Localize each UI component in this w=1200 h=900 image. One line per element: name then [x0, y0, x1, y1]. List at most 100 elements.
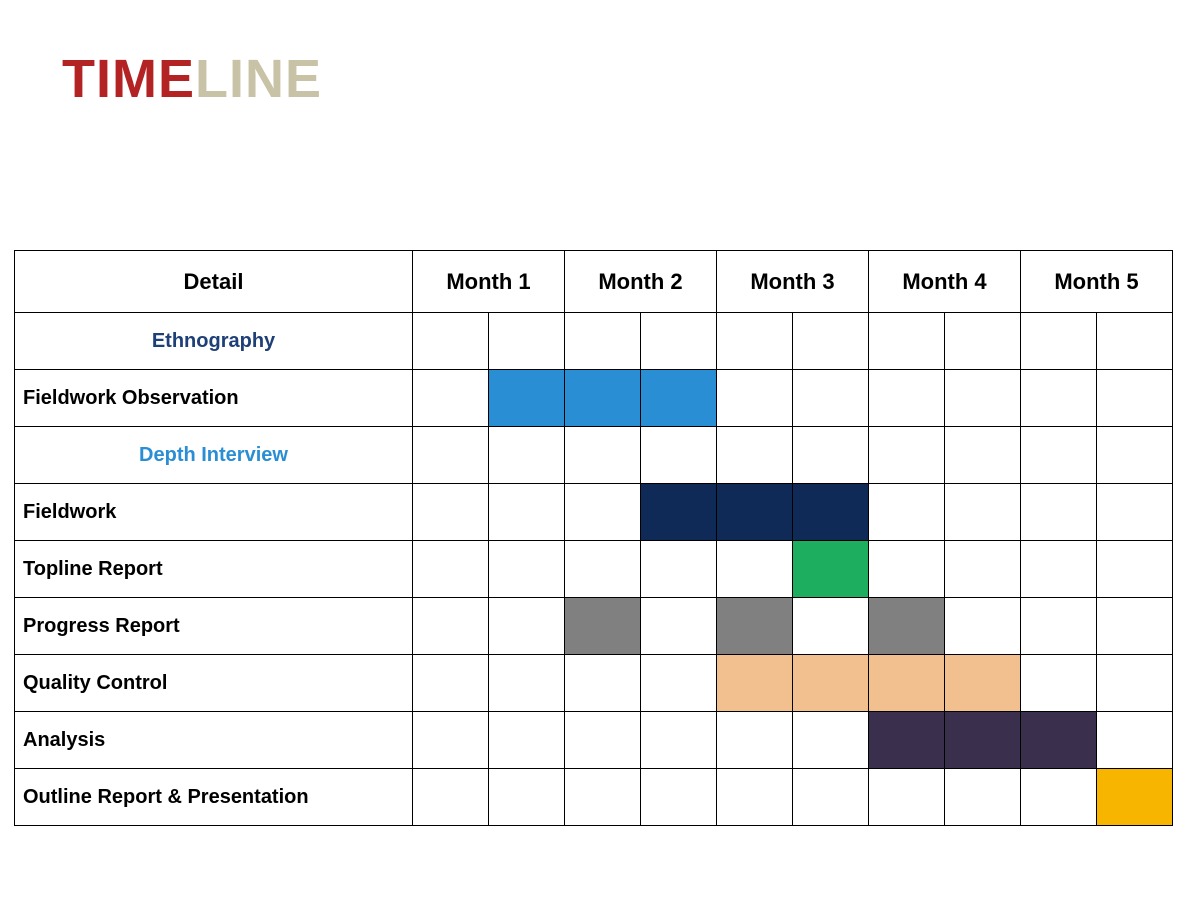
- gantt-cell: [793, 598, 869, 655]
- column-header-month: Month 5: [1021, 251, 1173, 313]
- gantt-bar-cell: [489, 370, 565, 427]
- gantt-cell: [413, 769, 489, 826]
- gantt-task-row: Fieldwork: [15, 484, 1173, 541]
- gantt-cell: [1021, 598, 1097, 655]
- gantt-task-row: Topline Report: [15, 541, 1173, 598]
- gantt-cell: [1097, 541, 1173, 598]
- gantt-task-row: Progress Report: [15, 598, 1173, 655]
- page-title: TIMELINE: [62, 48, 322, 110]
- gantt-cell: [565, 427, 641, 484]
- gantt-cell: [413, 541, 489, 598]
- gantt-cell: [945, 769, 1021, 826]
- section-label: Ethnography: [15, 313, 413, 370]
- task-label: Analysis: [15, 712, 413, 769]
- gantt-bar-cell: [793, 541, 869, 598]
- gantt-cell: [489, 712, 565, 769]
- gantt-cell: [641, 313, 717, 370]
- gantt-bar-cell: [641, 370, 717, 427]
- task-label: Topline Report: [15, 541, 413, 598]
- gantt-section-row: Ethnography: [15, 313, 1173, 370]
- gantt-cell: [793, 313, 869, 370]
- gantt-cell: [641, 541, 717, 598]
- gantt-bar-cell: [641, 484, 717, 541]
- gantt-cell: [717, 427, 793, 484]
- gantt-bar-cell: [565, 370, 641, 427]
- gantt-cell: [717, 313, 793, 370]
- gantt-cell: [489, 427, 565, 484]
- gantt-cell: [945, 598, 1021, 655]
- gantt-cell: [945, 313, 1021, 370]
- gantt-cell: [1021, 541, 1097, 598]
- gantt-cell: [869, 370, 945, 427]
- gantt-cell: [793, 427, 869, 484]
- gantt-cell: [641, 598, 717, 655]
- gantt-cell: [565, 655, 641, 712]
- gantt-cell: [1021, 769, 1097, 826]
- gantt-cell: [945, 370, 1021, 427]
- gantt-cell: [565, 313, 641, 370]
- gantt-cell: [489, 655, 565, 712]
- section-label: Depth Interview: [15, 427, 413, 484]
- gantt-cell: [1021, 427, 1097, 484]
- gantt-bar-cell: [565, 598, 641, 655]
- gantt-cell: [565, 484, 641, 541]
- task-label: Progress Report: [15, 598, 413, 655]
- gantt-cell: [413, 427, 489, 484]
- gantt-task-row: Fieldwork Observation: [15, 370, 1173, 427]
- gantt-bar-cell: [793, 655, 869, 712]
- gantt-cell: [1021, 370, 1097, 427]
- gantt-cell: [565, 712, 641, 769]
- gantt-bar-cell: [1097, 769, 1173, 826]
- gantt-cell: [869, 769, 945, 826]
- task-label: Fieldwork: [15, 484, 413, 541]
- title-part2: LINE: [195, 49, 322, 109]
- gantt-cell: [1097, 370, 1173, 427]
- gantt-task-row: Outline Report & Presentation: [15, 769, 1173, 826]
- gantt-bar-cell: [717, 598, 793, 655]
- gantt-cell: [793, 769, 869, 826]
- gantt-cell: [1097, 484, 1173, 541]
- column-header-month: Month 3: [717, 251, 869, 313]
- gantt-cell: [489, 541, 565, 598]
- gantt-cell: [1097, 313, 1173, 370]
- gantt-header: DetailMonth 1Month 2Month 3Month 4Month …: [15, 251, 1173, 313]
- gantt-cell: [1021, 484, 1097, 541]
- gantt-cell: [489, 484, 565, 541]
- gantt-bar-cell: [869, 712, 945, 769]
- column-header-month: Month 2: [565, 251, 717, 313]
- column-header-detail: Detail: [15, 251, 413, 313]
- gantt-cell: [945, 427, 1021, 484]
- gantt-cell: [413, 370, 489, 427]
- gantt-cell: [641, 712, 717, 769]
- gantt-cell: [869, 427, 945, 484]
- task-label: Outline Report & Presentation: [15, 769, 413, 826]
- gantt-header-row: DetailMonth 1Month 2Month 3Month 4Month …: [15, 251, 1173, 313]
- gantt-section-row: Depth Interview: [15, 427, 1173, 484]
- gantt-bar-cell: [869, 598, 945, 655]
- gantt-cell: [489, 598, 565, 655]
- gantt-cell: [869, 313, 945, 370]
- gantt-cell: [641, 427, 717, 484]
- task-label: Fieldwork Observation: [15, 370, 413, 427]
- column-header-month: Month 1: [413, 251, 565, 313]
- column-header-month: Month 4: [869, 251, 1021, 313]
- gantt-cell: [869, 541, 945, 598]
- gantt-task-row: Quality Control: [15, 655, 1173, 712]
- gantt-cell: [565, 769, 641, 826]
- gantt-cell: [1021, 313, 1097, 370]
- gantt-cell: [413, 655, 489, 712]
- gantt-cell: [1097, 598, 1173, 655]
- gantt-cell: [793, 712, 869, 769]
- gantt-cell: [869, 484, 945, 541]
- gantt-cell: [565, 541, 641, 598]
- gantt-cell: [489, 313, 565, 370]
- gantt-bar-cell: [945, 655, 1021, 712]
- gantt-cell: [641, 655, 717, 712]
- gantt-body: EthnographyFieldwork ObservationDepth In…: [15, 313, 1173, 826]
- gantt-cell: [945, 541, 1021, 598]
- gantt-cell: [717, 541, 793, 598]
- gantt-cell: [489, 769, 565, 826]
- gantt-cell: [641, 769, 717, 826]
- gantt-cell: [1021, 655, 1097, 712]
- gantt-cell: [413, 598, 489, 655]
